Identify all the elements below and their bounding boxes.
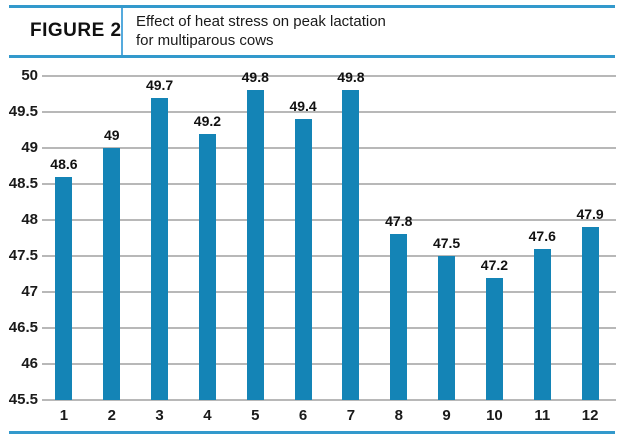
bar-value-label: 47.9 xyxy=(576,206,604,223)
bar xyxy=(198,133,216,400)
bottom-rule xyxy=(9,431,615,434)
figure-title-line1: Effect of heat stress on peak lactation xyxy=(136,13,386,30)
bar xyxy=(151,97,169,400)
bar xyxy=(294,119,312,400)
bar xyxy=(342,90,360,400)
bar-value-label: 49.8 xyxy=(337,69,365,86)
x-tick-label: 2 xyxy=(107,407,116,424)
bar xyxy=(581,227,599,400)
y-tick-label: 46.5 xyxy=(8,319,38,336)
x-tick-label: 12 xyxy=(581,407,599,424)
x-tick-label: 1 xyxy=(59,407,69,424)
bar xyxy=(246,90,264,400)
bar-value-label: 49.2 xyxy=(193,112,222,129)
x-tick-label: 5 xyxy=(251,407,260,424)
gridline xyxy=(42,363,616,365)
bar-value-label: 49.7 xyxy=(145,76,174,93)
figure-title: Effect of heat stress on peak lactation … xyxy=(136,12,386,50)
gridline xyxy=(42,399,616,401)
bar-value-label: 47.2 xyxy=(480,256,509,273)
bar xyxy=(485,277,503,400)
bar-value-label: 49 xyxy=(103,127,120,143)
gridline xyxy=(42,183,616,185)
bar xyxy=(438,256,456,400)
top-rule xyxy=(9,5,615,8)
x-tick-label: 11 xyxy=(534,407,551,424)
bar-value-label: 47.6 xyxy=(528,227,556,244)
bar xyxy=(533,248,551,400)
gridline xyxy=(42,147,616,149)
bar-value-label: 47.8 xyxy=(385,213,413,230)
x-tick-label: 8 xyxy=(394,407,403,424)
y-tick-label: 45.5 xyxy=(8,391,38,408)
gridline xyxy=(42,327,616,329)
header-bottom-rule xyxy=(9,55,615,58)
y-tick-label: 46 xyxy=(21,355,38,372)
bar-chart: 50 49.5 49 48.5 48 47.5 47 46.5 46 45.5 48.6 1 49 2 49… xyxy=(0,62,624,428)
figure-title-line2: for multiparous cows xyxy=(136,32,274,49)
y-tick-label: 49.5 xyxy=(8,103,38,120)
gridline xyxy=(42,111,616,113)
y-tick-label: 48.5 xyxy=(8,175,38,192)
x-tick-label: 10 xyxy=(486,407,503,424)
bar-value-label: 49.8 xyxy=(241,69,269,86)
y-tick-label: 47.5 xyxy=(8,247,38,264)
gridline xyxy=(42,75,616,77)
figure-number-label: FIGURE 2 xyxy=(30,20,122,41)
x-tick-label: 3 xyxy=(155,407,164,424)
y-tick-label: 47 xyxy=(21,283,38,300)
gridline xyxy=(42,291,616,293)
y-tick-label: 48 xyxy=(21,211,38,228)
y-tick-label: 49 xyxy=(21,139,38,156)
bar xyxy=(103,148,121,400)
bar-value-label: 48.6 xyxy=(50,155,78,172)
bar-value-label: 49.4 xyxy=(289,98,317,115)
x-tick-label: 9 xyxy=(442,407,451,424)
bar-value-label: 47.5 xyxy=(432,235,461,251)
x-tick-label: 6 xyxy=(298,407,308,424)
x-tick-label: 7 xyxy=(346,407,356,424)
bar xyxy=(390,234,408,400)
x-tick-label: 4 xyxy=(203,407,212,424)
y-tick-label: 50 xyxy=(21,67,38,84)
gridline xyxy=(42,219,616,221)
bar xyxy=(55,176,73,400)
gridline xyxy=(42,255,616,257)
header-divider xyxy=(121,8,123,55)
